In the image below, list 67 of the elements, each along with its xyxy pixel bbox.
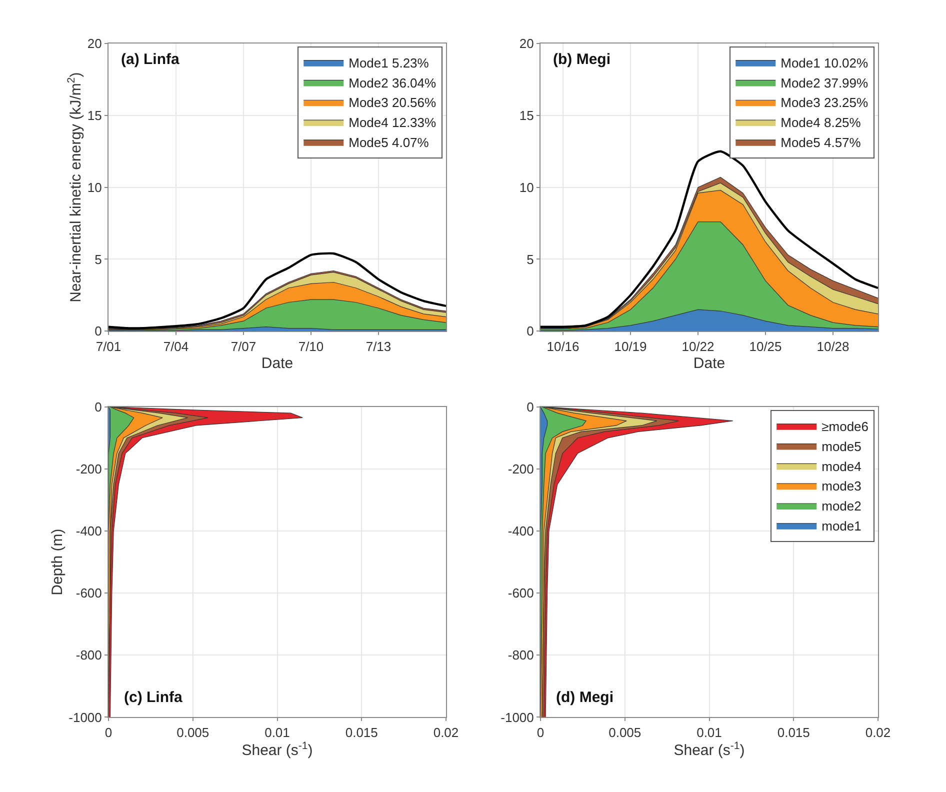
legend-label: Mode4 12.33% <box>348 115 437 130</box>
x-tick-label: 10/25 <box>749 338 782 354</box>
y-tick-label: -600 <box>508 586 534 601</box>
x-tick-label: 7/01 <box>96 338 122 354</box>
y-axis-title: Depth (m) <box>48 528 66 596</box>
y-tick-label: 0 <box>94 399 102 414</box>
y-tick-label: 10 <box>519 180 534 195</box>
x-tick-label: 0.015 <box>345 724 378 740</box>
x-tick-label: 10/22 <box>682 338 714 354</box>
y-tick-label: 20 <box>519 36 534 52</box>
y-tick-label: -1000 <box>68 710 102 725</box>
y-tick-label: 20 <box>87 36 102 52</box>
y-tick-label: 0 <box>526 324 534 339</box>
x-tick-label: 0 <box>104 724 112 740</box>
y-tick-label: 0 <box>94 324 102 339</box>
legend-label: mode4 <box>822 458 862 474</box>
x-tick-label: 0.02 <box>865 724 891 740</box>
x-axis-title: Date <box>261 354 294 372</box>
legend-label: Mode4 8.25% <box>780 115 862 130</box>
legend-label: mode1 <box>822 518 862 534</box>
legend-label: mode5 <box>822 438 862 454</box>
x-tick-label: 0 <box>536 724 544 740</box>
x-tick-label: 10/19 <box>614 338 647 354</box>
x-tick-label: 0.015 <box>777 724 810 740</box>
legend-label: Mode2 36.04% <box>348 75 437 90</box>
text: (b) Megi <box>553 51 610 68</box>
legend-label: ≥mode6 <box>822 418 869 434</box>
text: (a) Linfa <box>121 51 180 68</box>
y-tick-label: 15 <box>87 108 102 123</box>
y-tick-label: 5 <box>94 252 102 267</box>
legend-label: Mode2 37.99% <box>780 75 869 90</box>
x-tick-label: 7/07 <box>230 338 256 354</box>
legend-label: Mode3 23.25% <box>780 95 869 110</box>
legend-label: Mode5 4.07% <box>348 134 430 150</box>
y-tick-label: -400 <box>76 524 102 539</box>
x-tick-label: 0.01 <box>264 724 290 740</box>
y-tick-label: -200 <box>508 461 534 476</box>
y-tick-label: -400 <box>508 524 534 539</box>
x-tick-label: 0.005 <box>176 724 210 740</box>
text: (c) Linfa <box>124 689 183 706</box>
x-axis-title: Date <box>693 354 726 372</box>
y-tick-label: 15 <box>519 108 534 123</box>
y-tick-label: 0 <box>526 399 534 414</box>
y-tick-label: -800 <box>76 648 102 663</box>
y-tick-label: -1000 <box>500 710 534 725</box>
y-tick-label: 5 <box>526 252 534 267</box>
x-tick-label: 10/28 <box>816 338 850 354</box>
x-tick-label: 10/16 <box>546 338 580 354</box>
legend-label: Mode3 20.56% <box>348 95 437 110</box>
y-tick-label: 10 <box>87 180 102 195</box>
legend-label: mode2 <box>822 498 862 514</box>
y-tick-label: -800 <box>508 648 534 663</box>
y-tick-label: -600 <box>76 586 102 601</box>
x-tick-label: 0.02 <box>433 724 459 740</box>
legend-label: mode3 <box>822 478 862 494</box>
x-tick-label: 0.01 <box>696 724 722 740</box>
text: (d) Megi <box>556 689 614 706</box>
x-tick-label: 7/13 <box>366 338 392 354</box>
x-axis-title: Shear (s$^{-1}$) <box>674 740 745 760</box>
x-tick-label: 7/10 <box>298 338 324 354</box>
x-axis-title: Shear (s$^{-1}$) <box>242 740 313 760</box>
legend-label: Mode5 4.57% <box>780 134 862 150</box>
x-tick-label: 0.005 <box>608 724 642 740</box>
x-tick-label: 7/04 <box>163 338 189 354</box>
legend-label: Mode1 10.02% <box>780 55 869 70</box>
y-tick-label: -200 <box>76 461 102 476</box>
legend-label: Mode1 5.23% <box>348 55 430 70</box>
